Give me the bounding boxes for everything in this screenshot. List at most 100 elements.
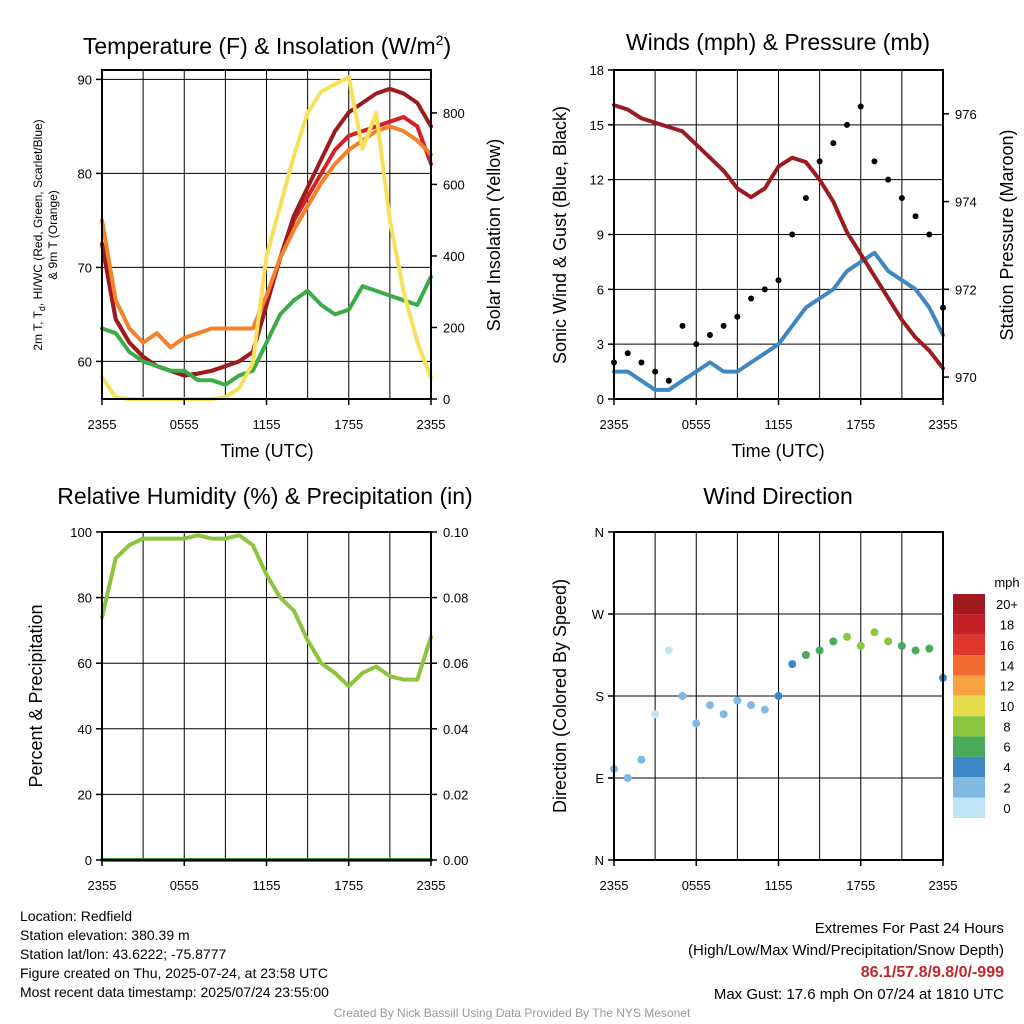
x-tick-label: 1755	[334, 878, 363, 893]
direction-ylabel: Direction (Colored By Speed)	[550, 579, 570, 813]
humidity-ylabel: Percent & Precipitation	[26, 604, 46, 787]
x-tick-label: 1155	[253, 878, 281, 893]
direction-point	[925, 644, 934, 653]
y-tick-label: 100	[70, 525, 92, 540]
direction-point	[870, 628, 879, 637]
direction-point	[843, 632, 852, 641]
temperature-title: Temperature (F) & Insolation (W/m2)	[83, 32, 451, 59]
colorbar-label: 20+	[996, 597, 1018, 612]
colorbar-label: 8	[1003, 719, 1010, 734]
y-tick-label: 80	[78, 166, 92, 181]
station-info: Location: Redfield Station elevation: 38…	[20, 907, 329, 1002]
y-tick-label: 90	[78, 72, 92, 87]
y-tick-label: 70	[78, 260, 92, 275]
winds-xlabel: Time (UTC)	[731, 441, 824, 461]
gust-point	[638, 359, 645, 366]
x-tick-label: 2355	[417, 878, 446, 893]
gust-point	[748, 295, 755, 302]
x-tick-label: 2355	[600, 417, 629, 432]
extremes-desc: (High/Low/Max Wind/Precipitation/Snow De…	[688, 942, 1004, 959]
y-tick-label: 20	[78, 787, 92, 802]
direction-point	[705, 701, 714, 710]
gust-point	[885, 176, 892, 183]
temperature-panel: Temperature (F) & Insolation (W/m2) 2355…	[31, 32, 504, 461]
td-line	[100, 274, 433, 387]
direction-point	[884, 637, 893, 646]
y-tick-label: 3	[597, 337, 604, 352]
y-tick-label: S	[595, 689, 604, 704]
y2-tick-label: 972	[955, 282, 977, 297]
y-tick-label: 0	[85, 853, 92, 868]
direction-point	[897, 641, 906, 650]
direction-point	[760, 705, 769, 714]
x-tick-label: 0555	[170, 417, 199, 432]
gust-point	[679, 322, 686, 329]
y2-tick-label: 0.08	[443, 591, 468, 606]
y2-tick-label: 0.04	[443, 722, 468, 737]
winds-panel: Winds (mph) & Pressure (mb) 2355 0555 1155…	[550, 29, 1017, 461]
y-tick-label: 12	[590, 173, 604, 188]
insolation-ylabel: Solar Insolation (Yellow)	[484, 139, 504, 331]
y2-tick-label: 600	[443, 177, 465, 192]
colorbar-swatch	[953, 634, 985, 656]
y-tick-label: 0	[597, 392, 604, 407]
sonic-wind-line	[612, 250, 945, 392]
extremes-title: Extremes For Past 24 Hours	[814, 920, 1004, 937]
direction-point	[774, 692, 783, 700]
y2-tick-label: 0.00	[443, 853, 468, 868]
y2-tick-label: 974	[955, 195, 977, 210]
gust-point	[802, 194, 809, 201]
colorbar-label: 16	[1000, 638, 1014, 653]
y-tick-label: 6	[597, 282, 604, 297]
colorbar-swatch	[953, 695, 985, 717]
colorbar-swatch	[953, 736, 985, 757]
gust-point	[857, 103, 864, 110]
colorbar-label: 0	[1003, 801, 1010, 816]
gust-point	[926, 231, 933, 238]
gust-point	[912, 213, 919, 220]
colorbar-label: 2	[1003, 780, 1010, 795]
gust-point	[789, 231, 796, 238]
relative-humidity-line	[100, 533, 433, 689]
y2-tick-label: 976	[955, 107, 977, 122]
y2-tick-label: 0.06	[443, 656, 468, 671]
x-tick-label: 2355	[88, 417, 117, 432]
humidity-panel: Relative Humidity (%) & Precipitation (i…	[26, 483, 473, 893]
created-text: Figure created on Thu, 2025-07-24, at 23…	[20, 965, 328, 981]
gust-point	[775, 277, 782, 284]
colorbar-swatch	[953, 756, 985, 778]
y-tick-label: 18	[590, 63, 604, 78]
x-tick-label: 2355	[929, 417, 958, 432]
x-tick-label: 0555	[682, 878, 711, 893]
y2-tick-label: 0.10	[443, 525, 468, 540]
x-tick-label: 1155	[765, 878, 793, 893]
y2-tick-label: 0.02	[443, 787, 468, 802]
gust-point	[830, 140, 837, 147]
colorbar-swatch	[953, 797, 985, 818]
y-tick-label: 60	[78, 656, 92, 671]
direction-panel: Wind Direction 2355 0555 1155 1755 2355 N E S W N…	[550, 483, 1020, 893]
x-tick-label: 2355	[417, 417, 446, 432]
gust-point	[844, 121, 851, 128]
direction-point	[747, 701, 756, 710]
x-tick-label: 1155	[765, 417, 793, 432]
colorbar-swatch	[953, 655, 985, 676]
direction-title: Wind Direction	[703, 483, 853, 509]
colorbar-label: 10	[1000, 699, 1014, 714]
gust-point	[898, 194, 905, 201]
direction-point	[623, 774, 632, 782]
direction-point	[815, 646, 824, 655]
direction-point	[829, 637, 838, 646]
temperature-ylabel-line2: & 9m T (Orange)	[46, 190, 60, 280]
x-tick-label: 1755	[334, 417, 363, 432]
colorbar-label: 6	[1003, 740, 1010, 755]
colorbar-swatch	[953, 594, 985, 615]
gust-point	[706, 332, 713, 339]
station-pressure-line	[612, 103, 945, 371]
y-tick-label: 40	[78, 722, 92, 737]
direction-point	[664, 646, 673, 655]
y-tick-label: N	[595, 853, 604, 868]
temperature-xlabel: Time (UTC)	[220, 441, 313, 461]
colorbar: 20+ 18 16 14 12 10 8 6 4 2 0	[953, 594, 1018, 818]
